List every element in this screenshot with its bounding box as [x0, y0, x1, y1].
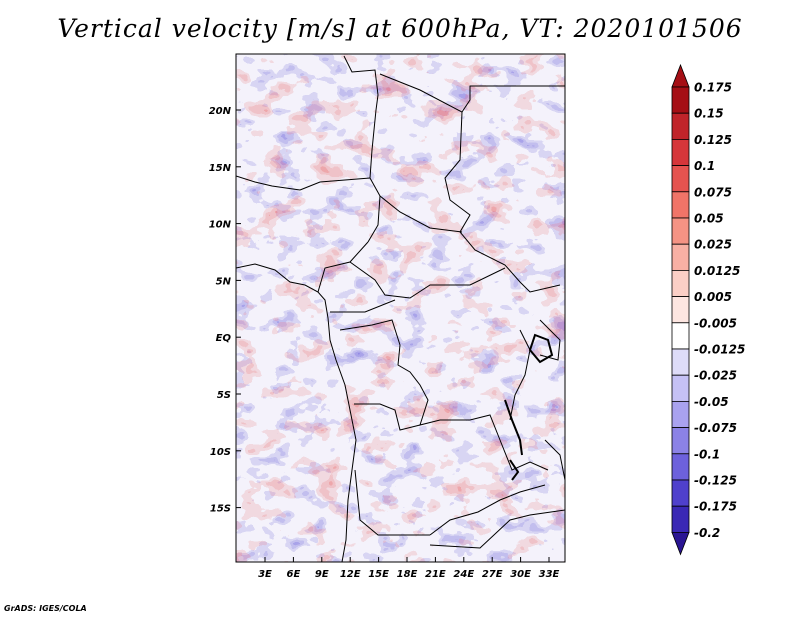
colorbar-swatch — [671, 296, 690, 324]
colorbar-swatch — [671, 138, 690, 166]
colorbar-label: 0.075 — [694, 185, 732, 199]
colorbar-label: -0.0125 — [694, 343, 745, 357]
lon-label: 3E — [258, 569, 272, 580]
lat-label: 5N — [216, 276, 232, 287]
colorbar-label: -0.125 — [694, 474, 737, 488]
lon-label: 6E — [287, 569, 301, 580]
lon-label: 21E — [425, 569, 446, 580]
colorbar-label: 0.0125 — [694, 264, 740, 278]
colorbar-swatch — [671, 86, 690, 114]
colorbar-swatch — [671, 165, 690, 193]
map-frame — [235, 53, 566, 563]
colorbar-label: -0.005 — [694, 316, 737, 330]
lon-label: 33E — [539, 569, 560, 580]
lon-label: 9E — [315, 569, 329, 580]
colorbar-swatch — [671, 374, 690, 402]
colorbar-swatch — [671, 112, 690, 140]
colorbar-swatch — [671, 453, 690, 481]
lon-label: 12E — [340, 569, 361, 580]
colorbar-arrow-bottom — [671, 532, 690, 556]
lat-label: 20N — [209, 106, 232, 117]
lat-label: 10S — [210, 447, 231, 458]
colorbar-label: -0.1 — [694, 447, 720, 461]
colorbar-swatch — [671, 400, 690, 428]
lon-label: 24E — [453, 569, 474, 580]
colorbar-swatch — [671, 191, 690, 219]
lat-label: 10N — [209, 220, 232, 231]
colorbar-swatch — [671, 427, 690, 455]
lon-label: 18E — [397, 569, 418, 580]
credit-text: GrADS: IGES/COLA — [4, 604, 87, 613]
lat-label: EQ — [216, 333, 232, 344]
colorbar-label: -0.05 — [694, 395, 729, 409]
colorbar-arrow-top — [671, 63, 690, 88]
lat-label: 5S — [217, 390, 231, 401]
colorbar-swatch — [671, 505, 690, 533]
lon-label: 30E — [510, 569, 531, 580]
colorbar-label: 0.175 — [694, 81, 732, 95]
colorbar-label: -0.175 — [694, 500, 737, 514]
colorbar-label: -0.075 — [694, 421, 737, 435]
colorbar-label: 0.025 — [694, 238, 732, 252]
lat-label: 15N — [209, 163, 232, 174]
country-borders — [236, 55, 565, 562]
colorbar-swatch — [671, 243, 690, 271]
colorbar-label: 0.125 — [694, 133, 732, 147]
velocity-field — [236, 54, 565, 562]
colorbar-label: 0.15 — [694, 107, 724, 121]
lon-label: 27E — [482, 569, 503, 580]
colorbar-swatch — [671, 322, 690, 350]
map-title: Vertical velocity [m/s] at 600hPa, VT: 2… — [57, 14, 743, 43]
colorbar-label: 0.005 — [694, 290, 732, 304]
colorbar-swatch — [671, 479, 690, 507]
colorbar-swatch — [671, 348, 690, 376]
colorbar-swatch — [671, 269, 690, 297]
colorbar-swatch — [671, 217, 690, 245]
colorbar — [671, 63, 690, 556]
colorbar-label: 0.05 — [694, 212, 724, 226]
lon-label: 15E — [368, 569, 389, 580]
lake-outlines — [504, 333, 554, 481]
lat-label: 15S — [210, 504, 231, 515]
colorbar-label: -0.2 — [694, 526, 720, 540]
colorbar-label: -0.025 — [694, 369, 737, 383]
colorbar-label: 0.1 — [694, 159, 715, 173]
